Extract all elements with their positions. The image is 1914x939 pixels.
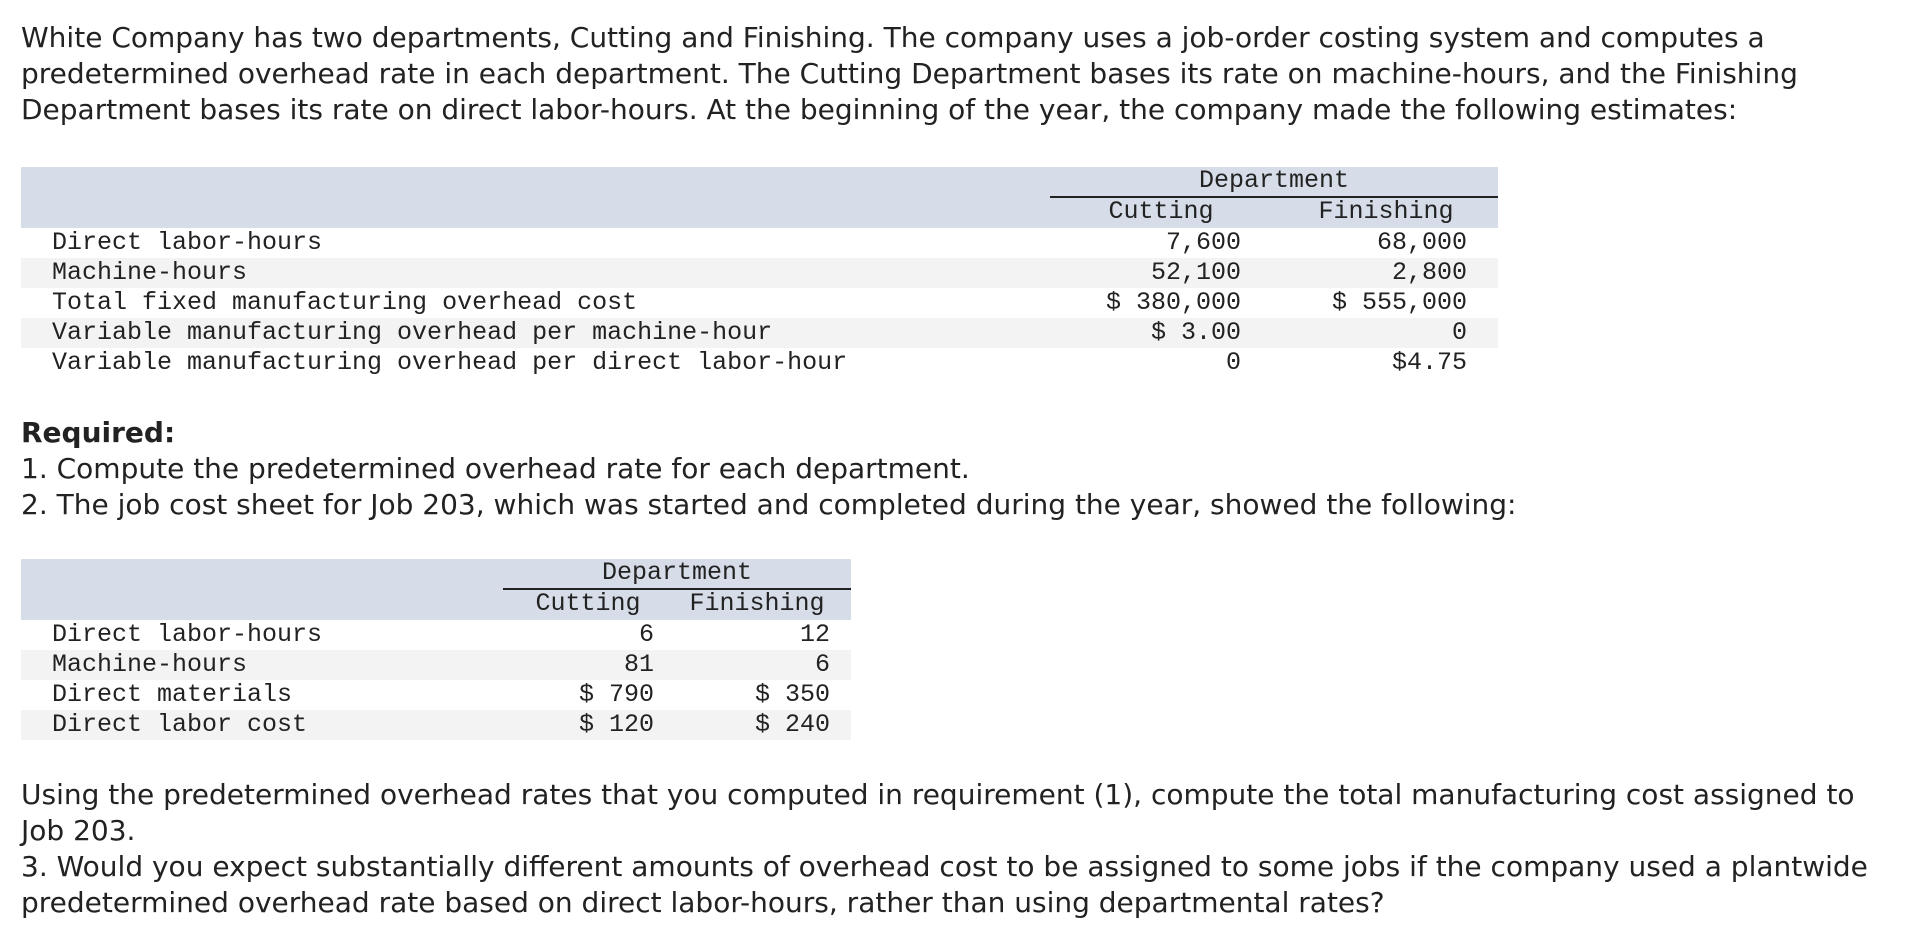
row-label: Direct labor-hours xyxy=(52,620,323,649)
row-label: Variable manufacturing overhead per dire… xyxy=(52,348,848,377)
header-rule xyxy=(1050,196,1498,198)
column-header: Finishing xyxy=(1318,197,1454,226)
value-cell: $ 380,000 xyxy=(1105,288,1241,317)
required-item: 2. The job cost sheet for Job 203, which… xyxy=(21,488,1517,521)
table-row: Machine-hours 52,100 2,800 xyxy=(21,258,1498,288)
value-cell: $ 350 xyxy=(754,680,830,709)
closing-text: Using the predetermined overhead rates t… xyxy=(21,778,1855,847)
row-label: Direct materials xyxy=(52,680,293,709)
value-cell: $ 120 xyxy=(578,710,654,739)
closing-text: 3. Would you expect substantially differ… xyxy=(21,850,1868,919)
value-cell: 12 xyxy=(799,620,830,649)
row-label: Direct labor cost xyxy=(52,710,308,739)
row-label: Variable manufacturing overhead per mach… xyxy=(52,318,773,347)
value-cell: 0 xyxy=(1225,348,1241,377)
table-row: Variable manufacturing overhead per dire… xyxy=(21,348,1498,378)
intro: White Company has two departments, Cutti… xyxy=(21,21,1798,126)
group-header: Department xyxy=(1198,166,1350,195)
value-cell: 52,100 xyxy=(1150,258,1241,287)
value-cell: $ 240 xyxy=(754,710,830,739)
column-header: Cutting xyxy=(535,589,641,618)
table-row: Direct labor cost $ 120 $ 240 xyxy=(21,710,851,740)
closing: Using the predetermined overhead rates t… xyxy=(21,777,1901,921)
value-cell: $ 790 xyxy=(578,680,654,709)
value-cell: 7,600 xyxy=(1165,228,1241,257)
value-cell: 6 xyxy=(638,620,654,649)
group-header: Department xyxy=(601,558,753,587)
required: Required: 1. Compute the predetermined o… xyxy=(21,415,1901,523)
table-row: Direct labor-hours 6 12 xyxy=(21,620,851,650)
value-cell: 0 xyxy=(1451,318,1467,347)
value-cell: 6 xyxy=(814,650,830,679)
table-row: Total fixed manufacturing overhead cost $… xyxy=(21,288,1498,318)
table-row: Direct labor-hours 7,600 68,000 xyxy=(21,228,1498,258)
value-cell: 2,800 xyxy=(1391,258,1467,287)
row-label: Total fixed manufacturing overhead cost xyxy=(52,288,638,317)
value-cell: $ 555,000 xyxy=(1331,288,1467,317)
required-item: 1. Compute the predetermined overhead ra… xyxy=(21,452,970,485)
row-label: Machine-hours xyxy=(52,258,248,287)
header-rule xyxy=(503,588,851,590)
value-cell: 81 xyxy=(623,650,654,679)
column-header: Cutting xyxy=(1108,197,1214,226)
value-cell: $ 3.00 xyxy=(1150,318,1241,347)
row-label: Direct labor-hours xyxy=(52,228,323,257)
table-row: Direct materials $ 790 $ 350 xyxy=(21,680,851,710)
column-header: Finishing xyxy=(689,589,825,618)
table-row: Variable manufacturing overhead per mach… xyxy=(21,318,1498,348)
value-cell: 68,000 xyxy=(1376,228,1467,257)
table-row: Machine-hours 81 6 xyxy=(21,650,851,680)
required-heading: Required: xyxy=(21,416,176,449)
row-label: Machine-hours xyxy=(52,650,248,679)
value-cell: $4.75 xyxy=(1391,348,1467,377)
